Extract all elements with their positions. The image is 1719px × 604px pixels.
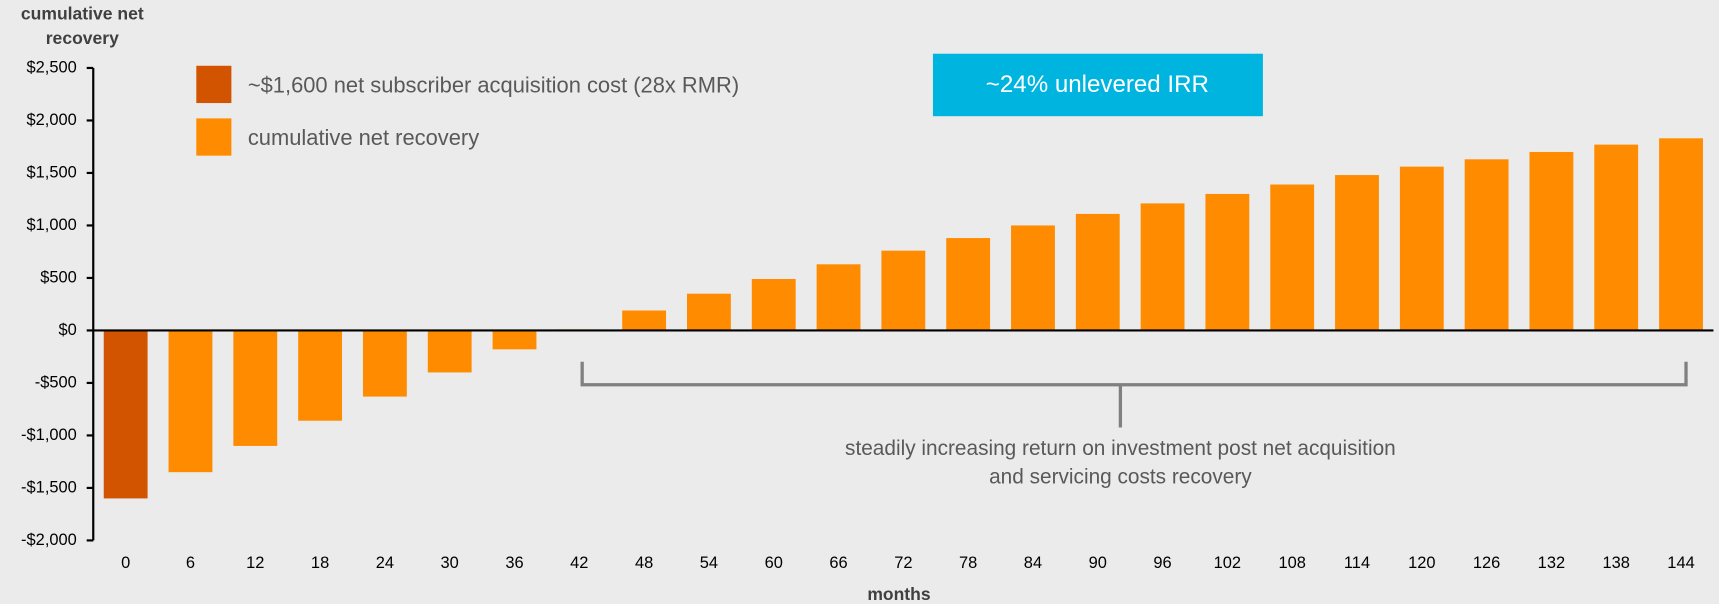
bar (492, 330, 537, 350)
bar (1335, 175, 1379, 331)
bar (687, 293, 731, 331)
bar (1140, 203, 1185, 331)
legend-label: ~$1,600 net subscriber acquisition cost … (248, 72, 739, 97)
bar (233, 330, 278, 446)
x-tick-label: 30 (441, 554, 459, 572)
annotation: steadily increasing return on investment… (845, 437, 1396, 460)
y-tick-label: -$2,000 (21, 531, 77, 549)
x-tick-label: 132 (1538, 554, 1565, 572)
bar (1270, 184, 1315, 331)
irr-annotation: ~24% unlevered IRR (986, 71, 1209, 98)
x-tick-label: 72 (894, 554, 912, 572)
y-tick-label: $2,500 (27, 58, 77, 76)
x-axis-label: months (867, 584, 931, 604)
x-tick-label: 66 (829, 554, 847, 572)
y-tick-label: $1,500 (27, 163, 77, 181)
y-tick-label: -$1,000 (21, 426, 77, 444)
bar (362, 330, 407, 397)
y-tick-label: $500 (40, 268, 77, 286)
bar (298, 330, 343, 421)
annotation: and servicing costs recovery (989, 465, 1252, 488)
bar (1529, 151, 1574, 331)
legend-swatch (196, 118, 232, 156)
x-tick-label: 126 (1473, 554, 1500, 572)
x-tick-label: 24 (376, 554, 394, 572)
x-tick-label: 48 (635, 554, 653, 572)
bar (751, 278, 796, 331)
bar (1594, 144, 1639, 331)
bracket (580, 361, 1688, 428)
bar (1075, 213, 1120, 331)
x-tick-label: 60 (765, 554, 783, 572)
y-axis-label: cumulative net recovery (20, 5, 144, 49)
x-tick-label: 120 (1408, 554, 1435, 572)
x-tick-label: 96 (1153, 554, 1171, 572)
x-tick-label: 144 (1667, 554, 1694, 572)
x-tick-label: 6 (186, 554, 195, 572)
y-tick-label: $2,000 (27, 111, 77, 129)
y-tick-label: -$500 (35, 373, 77, 391)
bar (946, 238, 991, 331)
bar (103, 330, 148, 499)
irr-box (932, 53, 1263, 117)
x-tick-label: 0 (121, 554, 130, 572)
x-tick-label: 84 (1024, 554, 1042, 572)
legend-label: cumulative net recovery (248, 125, 479, 150)
bar (1205, 193, 1250, 331)
x-tick-label: 108 (1278, 554, 1305, 572)
bar (816, 264, 861, 331)
bar (427, 330, 472, 373)
y-tick-label: -$1,500 (21, 478, 77, 496)
x-tick-label: 36 (505, 554, 523, 572)
bar (622, 310, 667, 331)
x-tick-label: 78 (959, 554, 977, 572)
x-tick-label: 138 (1603, 554, 1630, 572)
bar (1011, 225, 1055, 331)
bar (168, 330, 213, 473)
bar (1659, 138, 1703, 331)
bar (1399, 166, 1444, 331)
x-tick-label: 18 (311, 554, 329, 572)
x-tick-label: 102 (1214, 554, 1241, 572)
legend-swatch (196, 65, 232, 104)
y-label-box: cumulative net recovery (20, 5, 144, 49)
x-tick-label: 90 (1089, 554, 1107, 572)
x-tick-label: 42 (570, 554, 588, 572)
x-tick-label: 54 (700, 554, 718, 572)
y-tick-label: $1,000 (27, 216, 77, 234)
x-tick-label: 12 (246, 554, 264, 572)
x-tick-label: 114 (1344, 554, 1370, 572)
y-tick-label: $0 (59, 321, 77, 339)
bar (1464, 159, 1509, 331)
bar (881, 250, 926, 331)
